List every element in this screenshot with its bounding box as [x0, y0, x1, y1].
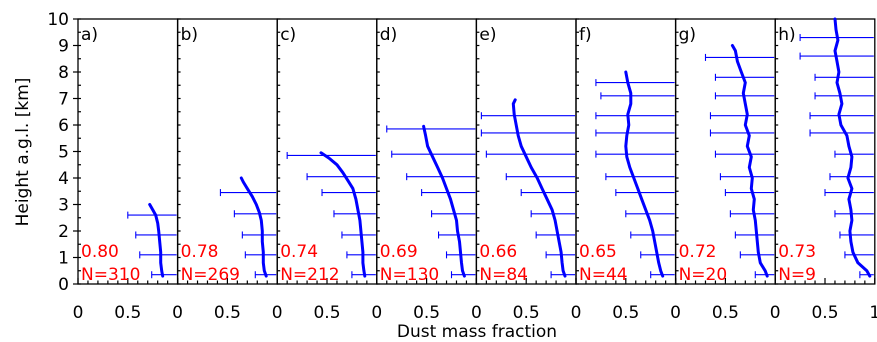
- y-tick-label: 2: [58, 222, 69, 242]
- mean-fraction-label: 0.66: [479, 242, 517, 262]
- profile-line: [239, 176, 268, 278]
- x-tick-label: 0: [770, 303, 781, 323]
- x-tick-label: 0.5: [114, 303, 141, 323]
- sample-count-label: N=20: [679, 265, 728, 285]
- y-tick-label: 3: [58, 196, 69, 216]
- x-tick-label: 0.5: [612, 303, 639, 323]
- panel-f: 0 0.5 f) 0.65 N=44: [571, 18, 677, 323]
- panel-label: d): [380, 25, 397, 45]
- panel-e: 0 0.5 e) 0.66 N=84: [471, 18, 577, 323]
- x-tick-label: 0: [571, 303, 582, 323]
- y-tick-label: 1: [58, 249, 69, 269]
- panel-label: e): [479, 25, 496, 45]
- sample-count-label: N=9: [778, 265, 816, 285]
- panel-c: 0 0.5 c) 0.74 N=212: [272, 18, 378, 323]
- y-tick-label: 9: [58, 37, 69, 57]
- x-tick-label: 0: [73, 303, 84, 323]
- x-tick-label: 0: [371, 303, 382, 323]
- panel-label: b): [181, 25, 198, 45]
- x-tick-label: 0.5: [811, 303, 838, 323]
- panel-label: h): [778, 25, 795, 45]
- mean-fraction-label: 0.78: [181, 242, 219, 262]
- y-tick-label: 0: [58, 275, 69, 295]
- y-tick-label: 6: [58, 116, 69, 136]
- profile-line: [319, 151, 367, 278]
- mean-fraction-label: 0.74: [280, 242, 318, 262]
- sample-count-label: N=84: [479, 265, 528, 285]
- profile-line: [422, 124, 466, 278]
- sample-count-label: N=269: [181, 265, 240, 285]
- y-axis: 0 1 2 3 4 5 6 7 8 9 10: [47, 10, 78, 295]
- panel-a: 0 0.5 a) 0.80 N=310: [73, 18, 179, 323]
- x-tick-label: 0.5: [513, 303, 540, 323]
- x-axis-label: Dust mass fraction: [397, 322, 557, 342]
- panel-d: 0 0.5 d) 0.69 N=130: [371, 18, 478, 323]
- panels: 0 0.5 a) 0.80 N=310 0 0.5 b) 0.78 N=269 0 0.5 c) 0.74…: [73, 17, 877, 323]
- profile-line: [624, 70, 665, 278]
- panel-h: 0 0.5 1 h) 0.73 N=9: [770, 17, 877, 323]
- x-tick-label: 0.5: [712, 303, 739, 323]
- y-tick-label: 4: [58, 169, 69, 189]
- y-tick-label: 5: [58, 143, 69, 163]
- profile-line: [730, 44, 769, 278]
- profile-line: [148, 203, 165, 278]
- mean-fraction-label: 0.72: [679, 242, 717, 262]
- y-tick-label: 8: [58, 63, 69, 83]
- x-tick-label: 1: [869, 303, 877, 323]
- sample-count-label: N=44: [579, 265, 628, 285]
- panel-label: f): [579, 25, 592, 45]
- x-tick-label: 0: [670, 303, 681, 323]
- mean-fraction-label: 0.73: [778, 242, 816, 262]
- panel-g: 0 0.5 g) 0.72 N=20: [670, 18, 776, 323]
- mean-fraction-label: 0.69: [380, 242, 418, 262]
- panel-label: c): [280, 25, 296, 45]
- mean-fraction-label: 0.65: [579, 242, 617, 262]
- x-tick-label: 0: [471, 303, 482, 323]
- sample-count-label: N=130: [380, 265, 439, 285]
- x-tick-label: 0.5: [413, 303, 440, 323]
- profile-line: [833, 17, 872, 278]
- y-axis-label: Height a.g.l. [km]: [13, 78, 33, 227]
- sample-count-label: N=310: [81, 265, 140, 285]
- x-tick-label: 0.5: [313, 303, 340, 323]
- x-tick-label: 0.5: [214, 303, 241, 323]
- mean-fraction-label: 0.80: [81, 242, 119, 262]
- x-tick-label: 0: [172, 303, 183, 323]
- panel-b: 0 0.5 b) 0.78 N=269: [172, 18, 278, 323]
- y-tick-label: 10: [47, 10, 69, 30]
- x-tick-label: 0: [272, 303, 283, 323]
- panel-label: g): [679, 25, 696, 45]
- profile-line: [511, 98, 567, 278]
- sample-count-label: N=212: [280, 265, 339, 285]
- y-tick-label: 7: [58, 90, 69, 110]
- panel-label: a): [81, 25, 98, 45]
